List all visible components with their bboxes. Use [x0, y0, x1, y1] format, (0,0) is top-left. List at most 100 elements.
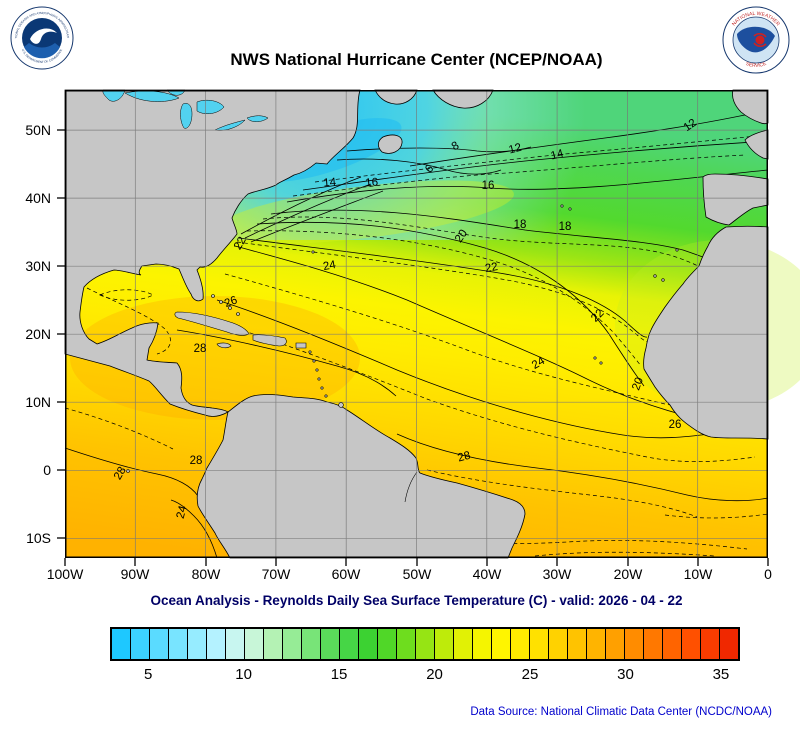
contour-label: 24: [175, 504, 190, 520]
lesser-antilles: [308, 350, 312, 354]
colorbar-cell: [472, 629, 491, 659]
solid-isotherms: [64, 109, 769, 559]
colorbar-cell: [377, 629, 396, 659]
colorbar-cell: [282, 629, 301, 659]
colorbar-tick-label: 5: [144, 666, 153, 683]
colorbar-cell: [396, 629, 415, 659]
data-source: Data Source: National Climatic Data Cent…: [470, 706, 772, 718]
noaa-emblem-ocean: [24, 43, 60, 59]
colorbar-cell: [339, 629, 358, 659]
lon-axis-label: 10W: [683, 566, 713, 582]
contour-label: 14: [323, 176, 337, 189]
colorbar-cell: [112, 629, 130, 659]
contour-label: 8: [450, 140, 462, 154]
colorbar-cell: [415, 629, 434, 659]
colorbar-tick-label: 30: [617, 666, 634, 683]
islands: [126, 204, 679, 473]
noaa-seabird-icon: [30, 28, 57, 44]
noaa-logo-graphic: NATIONAL OCEANIC AND ATMOSPHERIC ADMINIS…: [9, 3, 74, 70]
british-isles: [732, 89, 769, 125]
lat-axis-label: 50N: [25, 122, 51, 138]
latitude-axis: 50N 40N 30N 20N 10N 0 10S: [0, 90, 57, 558]
colorbar-cell: [605, 629, 624, 659]
colorbar-cell: [225, 629, 244, 659]
lat-axis-label: 10N: [25, 394, 51, 410]
contour-label: 22: [484, 261, 499, 275]
colorbar-cell: [700, 629, 719, 659]
lesser-antilles: [324, 394, 328, 398]
page-title: NWS National Hurricane Center (NCEP/NOAA…: [230, 50, 603, 69]
puerto-rico: [295, 342, 307, 349]
trinidad: [338, 402, 344, 408]
james-bay: [102, 89, 126, 102]
lon-axis-label: 60W: [331, 566, 361, 582]
contour-label: 28: [190, 455, 203, 467]
cuba: [174, 311, 250, 336]
colorbar-cell: [130, 629, 149, 659]
lesser-antilles: [315, 368, 319, 372]
azores: [568, 207, 572, 211]
madeira: [675, 248, 679, 252]
nws-ring-text-bottom: SERVICE: [745, 61, 768, 70]
lesser-antilles: [312, 359, 316, 363]
noaa-logo: NATIONAL OCEANIC AND ATMOSPHERIC ADMINIS…: [9, 3, 74, 70]
colorbar-cell: [643, 629, 662, 659]
azores: [560, 204, 564, 208]
canary-islands: [653, 274, 657, 278]
bahamas: [219, 300, 223, 304]
lake-michigan: [180, 103, 193, 129]
contour-label: 12: [507, 142, 522, 157]
colorbar-cell: [434, 629, 453, 659]
axis-ticks: [57, 129, 769, 566]
contour-label: 28: [112, 465, 129, 482]
contour-label: 14: [549, 147, 565, 162]
contour-label: 24: [530, 355, 548, 372]
lon-axis-label: 40W: [472, 566, 502, 582]
contour-label: 28: [194, 343, 207, 355]
france-coast: [744, 129, 769, 160]
lat-axis-label: 20N: [25, 326, 51, 342]
graticule: [65, 90, 768, 558]
bermuda: [311, 250, 315, 254]
nws-hurricane-arms: [753, 32, 767, 48]
lon-axis-label: 0: [764, 566, 772, 582]
lon-axis-label: 70W: [261, 566, 291, 582]
contour-label: 18: [514, 219, 527, 231]
bahamas: [211, 294, 215, 298]
colorbar-cell: [206, 629, 225, 659]
colorbar-cell: [662, 629, 681, 659]
africa: [643, 225, 769, 440]
greenland-tip-west: [374, 89, 418, 105]
nws-logo: NATIONAL WEATHER SERVICE: [722, 6, 790, 74]
land-masses: [64, 89, 769, 559]
gulf-stream-warm-tongue: [216, 180, 514, 244]
colorbar-cell: [168, 629, 187, 659]
lesser-antilles: [317, 377, 321, 381]
lon-axis-label: 50W: [402, 566, 432, 582]
dashed-isotherms: [64, 134, 769, 557]
colorbar-cell: [149, 629, 168, 659]
contour-label: 28: [456, 450, 471, 465]
bahamas: [228, 306, 232, 310]
colorbar-cell: [548, 629, 567, 659]
lake-ontario: [246, 115, 269, 122]
hispaniola: [252, 334, 287, 347]
lon-axis-label: 20W: [613, 566, 643, 582]
amazon-river: [404, 471, 418, 503]
colorbar-cell: [510, 629, 529, 659]
inland-water: [102, 89, 269, 131]
newfoundland: [377, 134, 403, 154]
colorbar-cell: [681, 629, 700, 659]
colorbar-cell: [586, 629, 605, 659]
bahamas: [236, 312, 240, 316]
colorbar-tick-label: 20: [426, 666, 443, 683]
south-america: [196, 394, 526, 559]
lesser-antilles: [320, 386, 324, 390]
colorbar-cell: [301, 629, 320, 659]
lat-axis-label: 10S: [26, 530, 51, 546]
lon-axis-label: 90W: [120, 566, 150, 582]
colorbar-cell: [529, 629, 548, 659]
colorbar-tick-label: 35: [712, 666, 730, 683]
map-frame-border: [65, 90, 768, 558]
